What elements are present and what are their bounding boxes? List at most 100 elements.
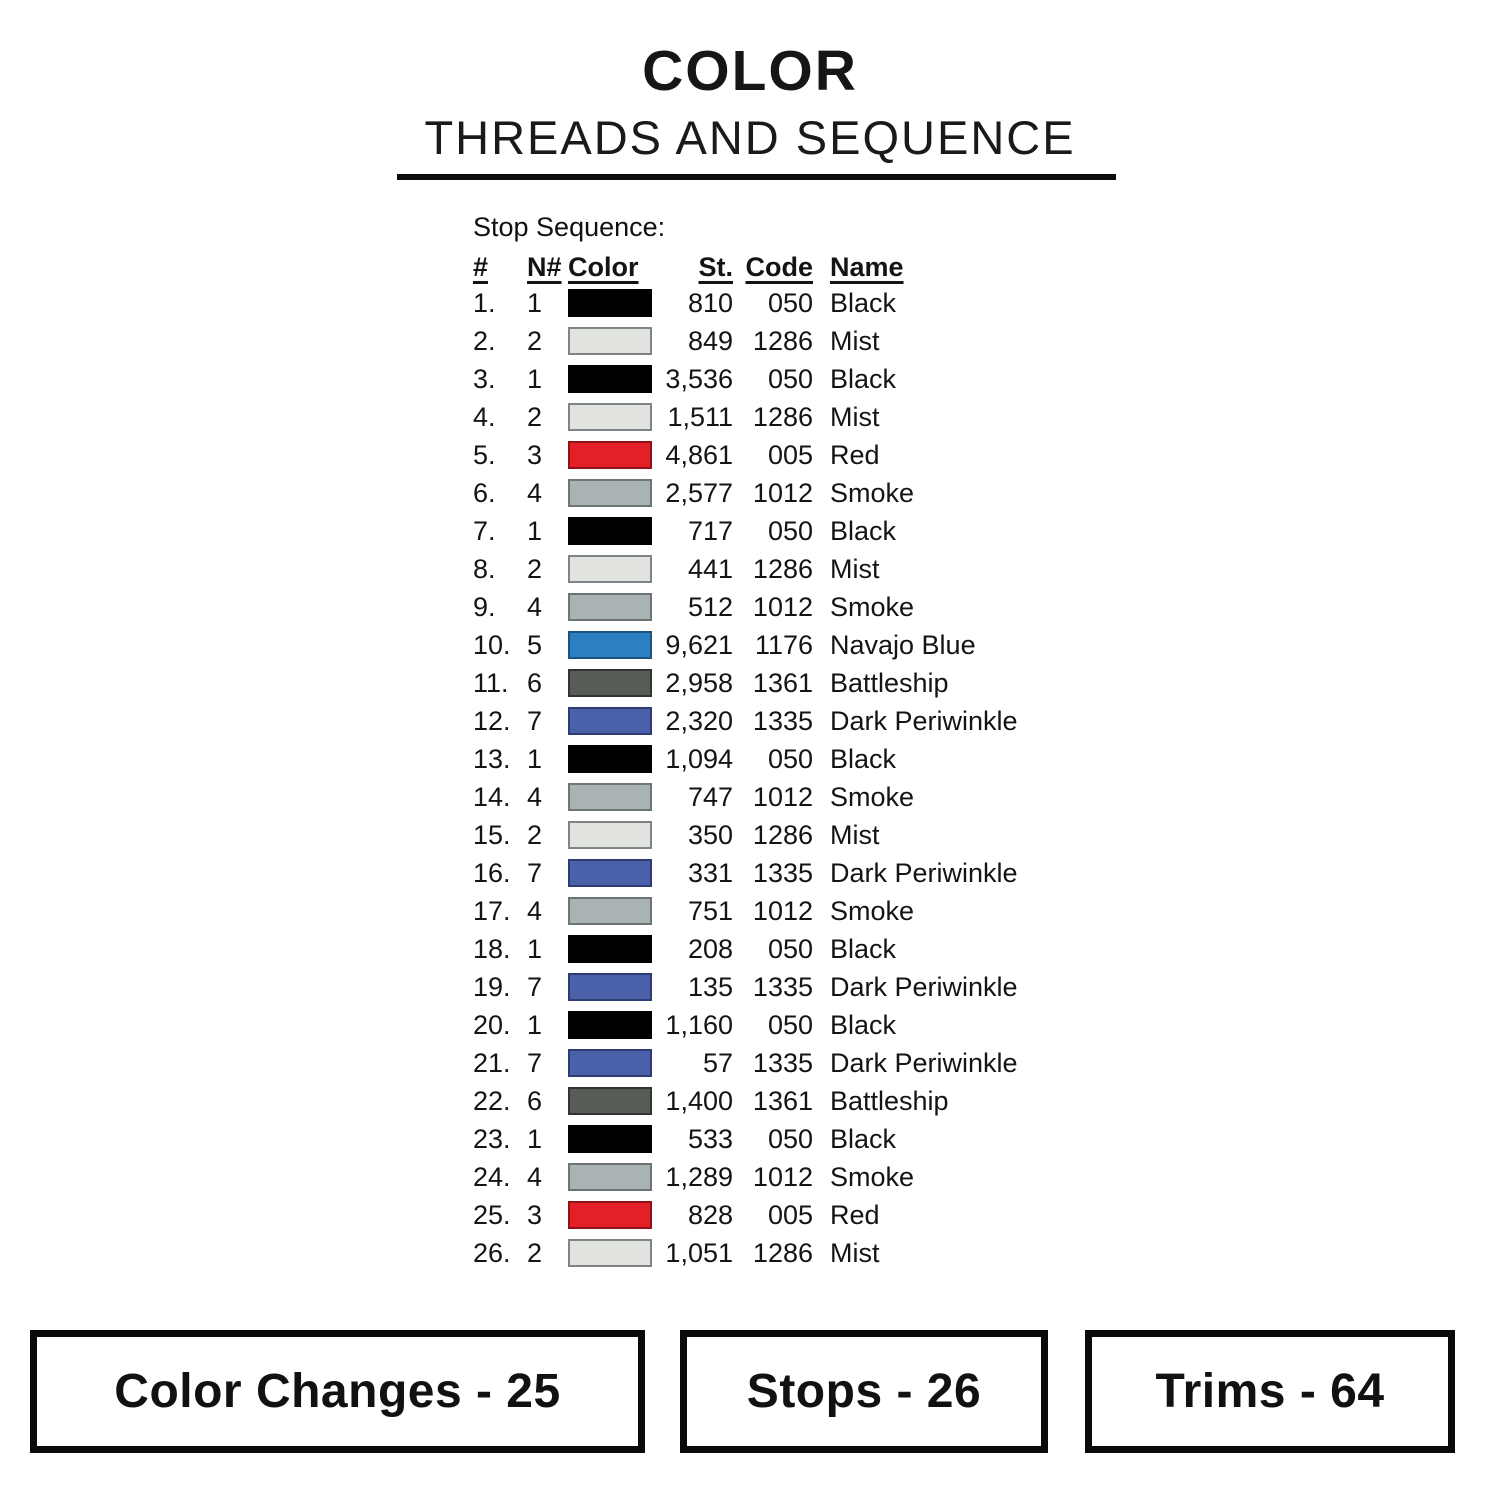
- stitch-count: 4,861: [665, 439, 733, 470]
- thread-name: Black: [830, 287, 897, 318]
- stitch-count: 3,536: [665, 363, 733, 394]
- color-swatch: [568, 745, 652, 773]
- table-row: 6. 4 2,577 1012 Smoke: [473, 474, 1018, 512]
- needle-number: 2: [527, 401, 543, 432]
- header-stop-number: #: [473, 251, 489, 282]
- thread-code: 050: [767, 287, 813, 318]
- thread-name: Smoke: [830, 895, 915, 926]
- thread-code: 1361: [752, 1085, 813, 1116]
- stops-box: Stops - 26: [680, 1330, 1048, 1453]
- thread-code: 1335: [752, 857, 813, 888]
- table-row: 24. 4 1,289 1012 Smoke: [473, 1158, 1018, 1196]
- stitch-count: 331: [687, 857, 733, 888]
- thread-name: Mist: [830, 819, 880, 850]
- table-row: 4. 2 1,511 1286 Mist: [473, 398, 1018, 436]
- stitch-count: 350: [687, 819, 733, 850]
- stitch-count: 512: [687, 591, 733, 622]
- stitch-count: 849: [687, 325, 733, 356]
- thread-code: 1286: [752, 325, 813, 356]
- thread-name: Smoke: [830, 591, 915, 622]
- stop-number: 21.: [473, 1047, 511, 1078]
- table-row: 12. 7 2,320 1335 Dark Periwinkle: [473, 702, 1018, 740]
- thread-name: Black: [830, 743, 897, 774]
- stop-number: 2.: [473, 325, 496, 356]
- thread-name: Dark Periwinkle: [830, 1047, 1018, 1078]
- table-row: 3. 1 3,536 050 Black: [473, 360, 1018, 398]
- needle-number: 1: [527, 515, 543, 546]
- needle-number: 4: [527, 781, 543, 812]
- stitch-count: 751: [687, 895, 733, 926]
- thread-name: Black: [830, 1009, 897, 1040]
- table-row: 11. 6 2,958 1361 Battleship: [473, 664, 1018, 702]
- stitch-count: 441: [687, 553, 733, 584]
- thread-name: Mist: [830, 1237, 880, 1268]
- color-swatch: [568, 593, 652, 621]
- thread-code: 050: [767, 933, 813, 964]
- thread-code: 050: [767, 743, 813, 774]
- stop-number: 4.: [473, 401, 496, 432]
- stop-number: 26.: [473, 1237, 511, 1268]
- color-swatch: [568, 1201, 652, 1229]
- stitch-count: 1,400: [665, 1085, 733, 1116]
- color-swatch: [568, 441, 652, 469]
- trims-box: Trims - 64: [1085, 1330, 1455, 1453]
- stitch-count: 2,958: [665, 667, 733, 698]
- stop-number: 15.: [473, 819, 511, 850]
- thread-code: 1335: [752, 1047, 813, 1078]
- color-swatch: [568, 821, 652, 849]
- table-row: 19. 7 135 1335 Dark Periwinkle: [473, 968, 1018, 1006]
- stitch-count: 1,160: [665, 1009, 733, 1040]
- page-title: COLOR: [642, 39, 858, 103]
- thread-code: 1012: [752, 895, 813, 926]
- table-row: 16. 7 331 1335 Dark Periwinkle: [473, 854, 1018, 892]
- thread-name: Black: [830, 363, 897, 394]
- thread-name: Smoke: [830, 1161, 915, 1192]
- needle-number: 7: [527, 705, 543, 736]
- needle-number: 6: [527, 667, 543, 698]
- table-row: 8. 2 441 1286 Mist: [473, 550, 1018, 588]
- trims-label: Trims - 64: [1155, 1365, 1385, 1418]
- stop-number: 13.: [473, 743, 511, 774]
- thread-name: Navajo Blue: [830, 629, 976, 660]
- needle-number: 4: [527, 1161, 543, 1192]
- needle-number: 1: [527, 933, 543, 964]
- thread-name: Black: [830, 515, 897, 546]
- needle-number: 1: [527, 363, 543, 394]
- stop-number: 10.: [473, 629, 511, 660]
- stitch-count: 1,094: [665, 743, 733, 774]
- color-swatch: [568, 707, 652, 735]
- color-swatch: [568, 935, 652, 963]
- stitch-count: 9,621: [665, 629, 733, 660]
- color-swatch: [568, 555, 652, 583]
- stitch-count: 747: [687, 781, 733, 812]
- needle-number: 6: [527, 1085, 543, 1116]
- needle-number: 3: [527, 439, 543, 470]
- needle-number: 3: [527, 1199, 543, 1230]
- stitch-count: 810: [687, 287, 733, 318]
- thread-code: 1286: [752, 553, 813, 584]
- thread-code: 1176: [754, 629, 813, 660]
- needle-number: 4: [527, 591, 543, 622]
- thread-code: 1286: [752, 1237, 813, 1268]
- stop-number: 11.: [473, 667, 509, 698]
- thread-name: Mist: [830, 401, 880, 432]
- table-row: 21. 7 57 1335 Dark Periwinkle: [473, 1044, 1018, 1082]
- stitch-count: 208: [687, 933, 733, 964]
- thread-name: Black: [830, 1123, 897, 1154]
- thread-name: Smoke: [830, 477, 915, 508]
- thread-code: 050: [767, 1009, 813, 1040]
- color-swatch: [568, 289, 652, 317]
- title-underline: [397, 174, 1116, 180]
- stitch-count: 1,289: [665, 1161, 733, 1192]
- color-swatch: [568, 669, 652, 697]
- stop-number: 5.: [473, 439, 496, 470]
- thread-name: Mist: [830, 553, 880, 584]
- thread-code: 1361: [752, 667, 813, 698]
- thread-name: Red: [830, 1199, 880, 1230]
- table-row: 17. 4 751 1012 Smoke: [473, 892, 1018, 930]
- needle-number: 4: [527, 477, 543, 508]
- thread-sequence-table: # N# Color St. Code Name 1. 1 810 050 Bl…: [473, 250, 1018, 1272]
- table-row: 13. 1 1,094 050 Black: [473, 740, 1018, 778]
- thread-name: Dark Periwinkle: [830, 857, 1018, 888]
- page-subtitle: THREADS AND SEQUENCE: [424, 111, 1076, 164]
